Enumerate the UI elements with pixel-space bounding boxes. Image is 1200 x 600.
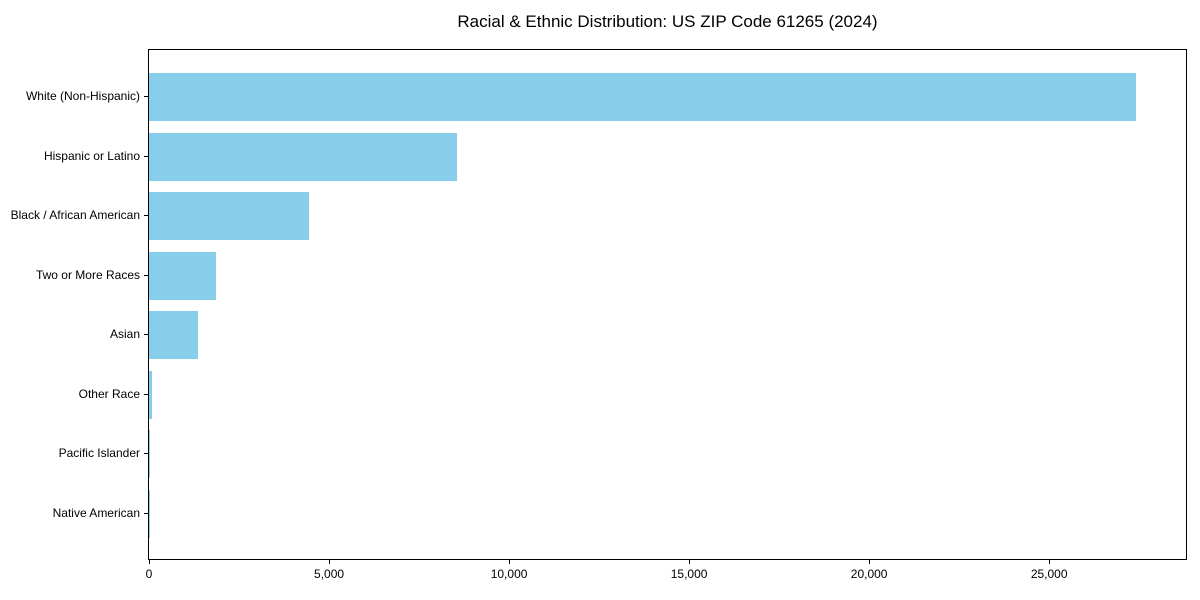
y-tick-mark — [144, 334, 148, 336]
y-axis-label: Asian — [109, 327, 140, 342]
x-tick-mark — [689, 560, 691, 564]
x-tick-mark — [329, 560, 331, 564]
y-tick-mark — [144, 393, 148, 395]
x-tick-label: 25,000 — [1030, 567, 1068, 581]
x-tick-mark — [1049, 560, 1051, 564]
y-axis-label: Native American — [52, 506, 140, 520]
x-tick-label: 0 — [145, 567, 153, 581]
y-tick-mark — [144, 155, 148, 157]
x-tick-mark — [509, 560, 511, 564]
y-tick-mark — [144, 215, 148, 217]
y-tick-mark — [144, 96, 148, 97]
y-axis-label: Hispanic or Latino — [43, 148, 140, 163]
bar — [149, 251, 217, 300]
plot-area — [148, 49, 1187, 560]
bar — [149, 73, 1136, 121]
y-axis-label: Other Race — [78, 386, 140, 401]
bar — [149, 370, 152, 419]
x-tick-label: 15,000 — [670, 567, 708, 581]
x-tick-label: 5,000 — [314, 567, 345, 581]
x-tick-mark — [149, 560, 150, 564]
y-tick-mark — [144, 274, 148, 276]
bar — [149, 192, 310, 241]
x-tick-mark — [869, 560, 871, 564]
x-tick-label: 20,000 — [850, 567, 888, 581]
chart-title: Racial & Ethnic Distribution: US ZIP Cod… — [457, 12, 878, 31]
bar — [149, 132, 458, 181]
y-tick-mark — [144, 513, 148, 514]
y-axis-label: Pacific Islander — [58, 446, 140, 461]
bar — [149, 311, 198, 360]
y-axis-label: Black / African American — [10, 208, 140, 223]
y-tick-mark — [144, 453, 148, 455]
y-axis-label: White (Non-Hispanic) — [25, 89, 140, 103]
bar — [149, 430, 150, 479]
y-axis-label: Two or More Races — [35, 267, 140, 282]
x-tick-label: 10,000 — [490, 567, 528, 581]
